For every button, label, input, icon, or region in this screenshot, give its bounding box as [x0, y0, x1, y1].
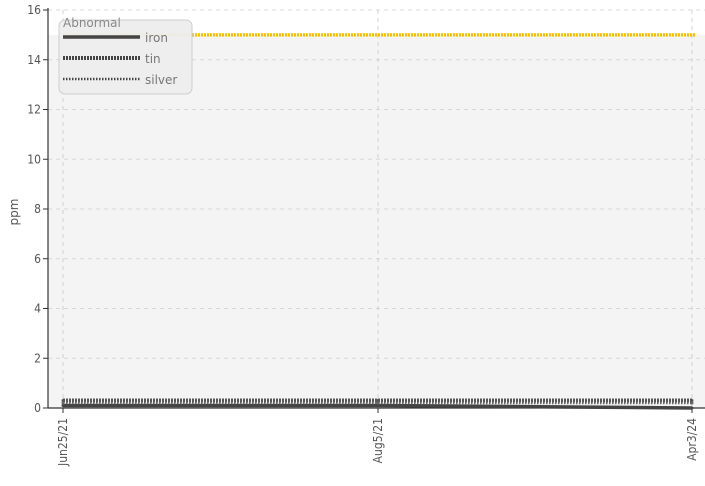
series-point-tin	[61, 399, 65, 403]
series-point-silver	[376, 401, 380, 405]
series-point-silver	[61, 401, 65, 405]
y-tick-label: 4	[34, 302, 41, 316]
plot-band-0	[48, 34, 705, 408]
series-point-tin	[376, 399, 380, 403]
legend-label-silver: silver	[145, 73, 177, 87]
y-tick-label: 14	[27, 53, 41, 67]
legend-label-iron: iron	[145, 31, 168, 45]
x-tick-label: Apr3/24	[685, 418, 699, 461]
series-point-iron	[376, 404, 380, 408]
y-tick-label: 6	[34, 252, 41, 266]
x-tick-label: Aug5/21	[371, 418, 385, 463]
series-point-iron	[690, 406, 694, 410]
legend-title: Abnormal	[63, 16, 121, 30]
y-tick-label: 16	[27, 3, 41, 17]
legend: Abnormal iron tin silver	[58, 16, 193, 95]
y-tick-label: 12	[27, 103, 41, 117]
y-tick-label: 2	[34, 351, 41, 365]
series-point-silver	[690, 401, 694, 405]
y-tick-label: 10	[27, 152, 41, 166]
series-point-tin	[690, 399, 694, 403]
y-axis-label: ppm	[7, 199, 21, 226]
y-tick-label: 8	[34, 202, 41, 216]
x-tick-label: Jun25/21	[56, 418, 70, 467]
series-point-iron	[61, 404, 65, 408]
y-tick-label: 0	[34, 401, 41, 415]
legend-label-tin: tin	[145, 52, 161, 66]
